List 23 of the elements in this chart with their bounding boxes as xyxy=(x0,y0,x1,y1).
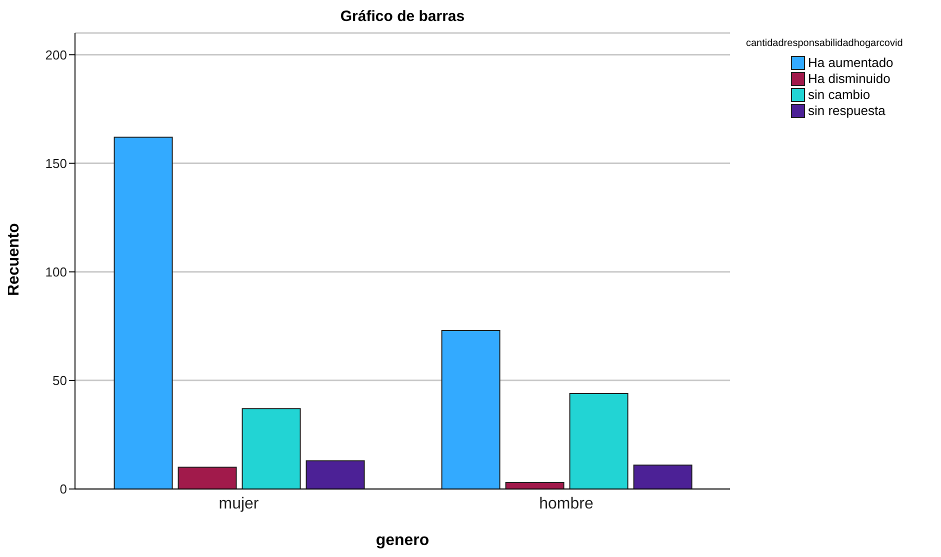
y-tick-label: 0 xyxy=(60,482,67,497)
y-tick-label: 150 xyxy=(45,156,67,171)
y-axis-title: Recuento xyxy=(6,222,23,296)
legend-label: Ha disminuido xyxy=(807,71,892,87)
legend-title: cantidadresponsabilidadhogarcovid xyxy=(746,38,903,49)
x-tick-label: hombre xyxy=(539,495,594,512)
bar xyxy=(178,466,237,489)
legend-label: sin cambio xyxy=(807,87,872,103)
y-tick-label: 50 xyxy=(52,373,67,388)
bar xyxy=(505,482,564,489)
x-axis-title: genero xyxy=(376,532,430,549)
legend-label: Ha aumentado xyxy=(807,55,894,71)
bar xyxy=(441,330,500,489)
bar xyxy=(569,392,628,489)
y-tick-label: 100 xyxy=(45,264,67,280)
y-tick-label: 200 xyxy=(45,47,67,62)
bar xyxy=(306,460,365,489)
chart-title: Gráfico de barras xyxy=(339,8,466,25)
legend-label: sin respuesta xyxy=(807,103,886,119)
bar xyxy=(114,136,173,489)
bar xyxy=(242,408,301,489)
x-tick-label: mujer xyxy=(218,495,260,512)
bar xyxy=(633,464,692,489)
